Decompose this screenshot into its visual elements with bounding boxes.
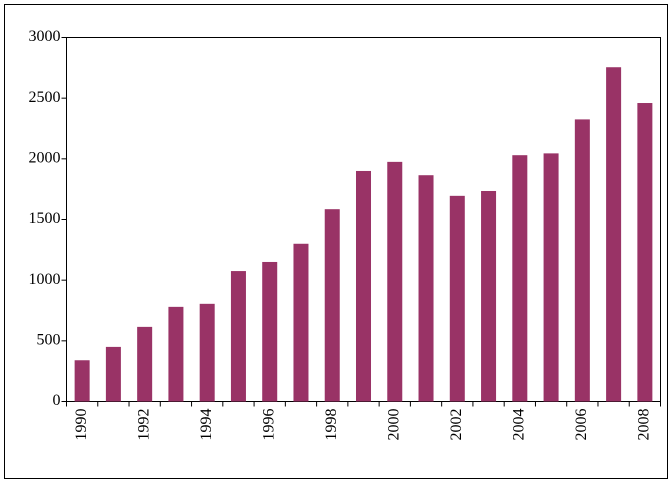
bar	[105, 346, 121, 402]
x-tick-label: 1994	[198, 409, 215, 441]
x-tick-label: 1996	[260, 409, 277, 441]
y-tick-label: 3000	[29, 28, 61, 45]
x-tick-label: 1992	[135, 409, 152, 441]
bar	[637, 103, 653, 402]
bar	[481, 190, 497, 402]
x-tick-label: 1990	[73, 409, 90, 441]
x-tick-label: 1998	[323, 409, 340, 441]
bar	[574, 119, 590, 402]
bar	[137, 326, 153, 402]
bar	[262, 261, 278, 402]
y-tick-label: 2500	[29, 89, 61, 106]
bar	[168, 306, 184, 402]
bar	[293, 243, 309, 402]
bar	[230, 271, 246, 402]
bar	[74, 360, 90, 402]
bar	[324, 209, 340, 402]
x-tick-label: 2006	[573, 409, 590, 441]
x-tick-label: 2000	[385, 409, 402, 441]
y-tick-label: 2000	[29, 150, 61, 167]
bar	[449, 195, 465, 402]
y-tick-label: 0	[53, 392, 61, 409]
x-tick-label: 2008	[636, 409, 653, 441]
bar	[387, 161, 403, 402]
bar	[199, 303, 215, 402]
bar	[606, 67, 622, 402]
y-tick-label: 1500	[29, 210, 61, 227]
bar	[543, 153, 559, 402]
bar	[512, 155, 528, 402]
bar	[355, 170, 372, 402]
x-tick-label: 2002	[448, 409, 465, 441]
y-tick-label: 500	[37, 332, 61, 349]
y-tick-label: 1000	[29, 271, 61, 288]
bar	[418, 175, 434, 402]
x-tick-label: 2004	[510, 409, 527, 441]
